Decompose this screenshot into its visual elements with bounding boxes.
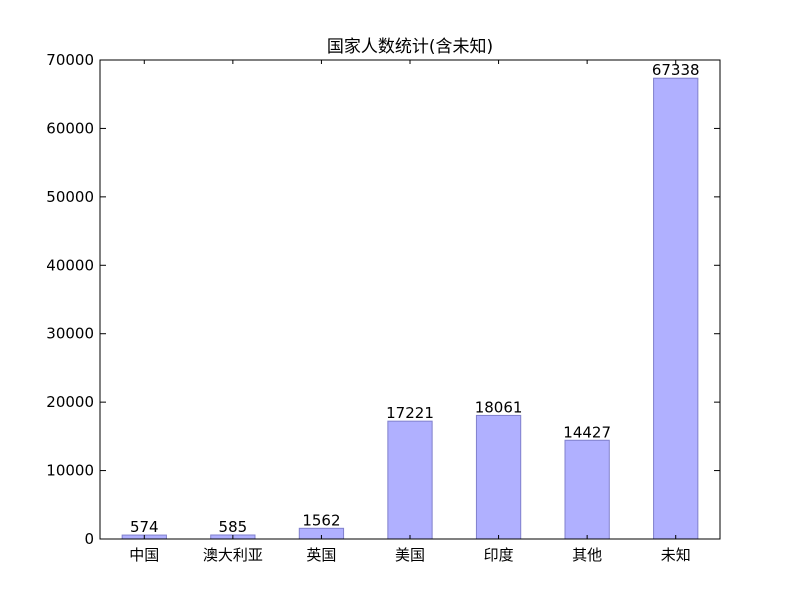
ticks-layer <box>100 59 720 540</box>
x-tick-label-6: 未知 <box>661 546 691 564</box>
plot-frame <box>99 59 721 540</box>
y-tick-label-2: 20000 <box>46 393 94 411</box>
y-tick-label-5: 50000 <box>46 188 94 206</box>
data-label-1: 585 <box>219 518 248 536</box>
bar-5 <box>564 439 610 540</box>
y-tick-label-6: 60000 <box>46 119 94 137</box>
y-tick-label-4: 40000 <box>46 256 94 274</box>
y-tick-label-7: 70000 <box>46 51 94 69</box>
data-label-3: 17221 <box>386 404 434 422</box>
data-label-2: 1562 <box>302 511 340 529</box>
bar-4 <box>475 414 522 540</box>
x-tick-label-4: 印度 <box>484 546 514 564</box>
y-tick-label-3: 30000 <box>46 325 94 343</box>
labels-layer: 574 中国 585 澳大利亚 1562 英国 17221 美国 18061 印度 14427 其他 6… <box>46 51 699 564</box>
x-tick-label-0: 中国 <box>129 546 159 564</box>
data-label-4: 18061 <box>475 398 523 416</box>
y-tick-label-1: 10000 <box>46 462 94 480</box>
data-label-0: 574 <box>130 518 159 536</box>
bar-6 <box>653 77 699 540</box>
chart-title: 国家人数统计(含未知) <box>327 37 493 57</box>
bar-3 <box>387 420 433 540</box>
x-tick-label-1: 澳大利亚 <box>203 546 263 564</box>
data-label-6: 67338 <box>652 61 700 79</box>
y-tick-label-0: 0 <box>84 530 94 548</box>
data-label-5: 14427 <box>563 423 611 441</box>
x-tick-label-3: 美国 <box>395 546 425 564</box>
bars-layer <box>121 77 699 540</box>
x-tick-label-2: 英国 <box>306 546 336 564</box>
x-tick-label-5: 其他 <box>572 546 602 564</box>
